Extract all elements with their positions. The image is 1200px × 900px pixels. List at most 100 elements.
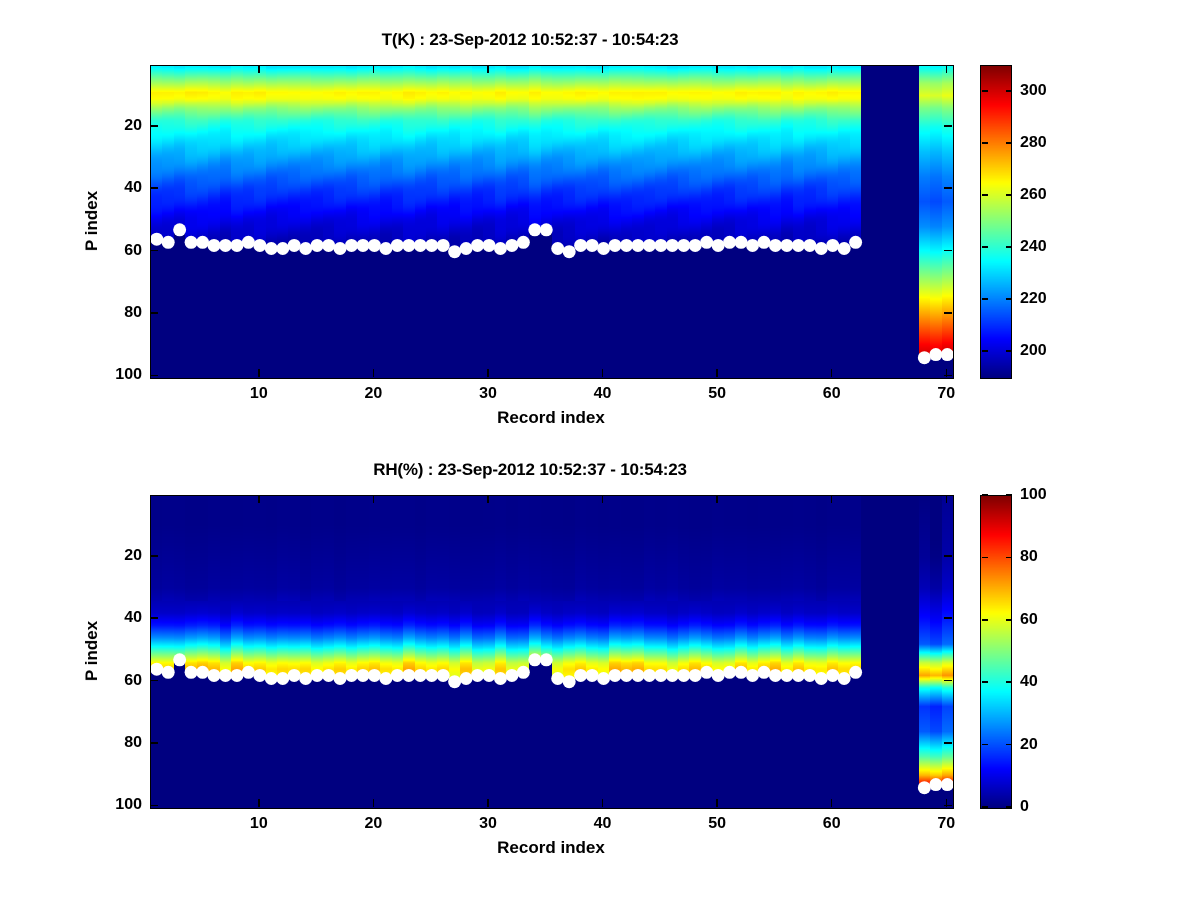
ytick-mark-right	[944, 374, 952, 377]
ytick-label: 20	[124, 546, 142, 564]
colorbar-tick-label: 100	[1020, 486, 1047, 503]
colorbar-tick-mark-right	[1005, 298, 1012, 300]
colorbar-tick-mark-right	[1005, 556, 1012, 559]
axes-humidity	[150, 495, 954, 809]
colorbar-tick-mark-right	[1005, 246, 1012, 248]
xtick-mark	[372, 369, 375, 377]
colorbar-tick-mark-left	[981, 298, 988, 300]
ytick-label: 100	[115, 366, 142, 384]
ytick-mark-right	[944, 679, 952, 682]
panel-temperature: T(K) : 23-Sep-2012 10:52:37 - 10:54:23 2…	[0, 20, 1200, 450]
xtick-mark-top	[716, 495, 718, 503]
ytick-mark	[150, 617, 158, 619]
colorbar-temperature	[980, 65, 1012, 379]
ytick-mark-right	[944, 804, 952, 807]
xtick-label: 10	[249, 815, 268, 832]
colorbar-tick-mark-right	[1005, 806, 1012, 808]
ytick-label: 60	[124, 671, 142, 689]
colorbar-tick-label: 200	[1020, 342, 1047, 359]
ytick-mark	[150, 742, 158, 744]
colorbar-tick-label: 60	[1020, 610, 1038, 628]
xtick-mark	[830, 369, 833, 377]
colorbar-tick-mark-right	[1005, 194, 1012, 196]
colorbar-tick-label: 40	[1020, 673, 1038, 691]
colorbar-tick-mark-right	[1005, 142, 1012, 144]
ytick-mark	[150, 555, 158, 557]
xtick-mark-top	[830, 65, 833, 73]
xtick-mark-top	[258, 495, 260, 503]
colorbar-tick-mark-left	[981, 246, 988, 248]
ytick-mark	[150, 312, 158, 314]
xtick-mark	[601, 369, 604, 377]
colorbar-tick-label: 0	[1020, 798, 1029, 815]
xtick-mark-top	[716, 65, 718, 73]
colorbar-tick-label: 280	[1020, 134, 1047, 151]
colorbar-tick-mark-left	[981, 194, 988, 196]
ytick-label: 60	[124, 241, 142, 259]
colorbar-tick-mark-right	[1005, 494, 1012, 496]
ytick-mark-right	[944, 249, 952, 252]
xaxis-label-temperature: Record index	[497, 408, 605, 427]
colorbar-tick-label: 260	[1020, 186, 1047, 203]
ytick-label: 40	[124, 609, 142, 627]
colorbar-tick-mark-left	[981, 494, 988, 496]
ytick-mark	[150, 679, 158, 682]
xtick-mark-top	[487, 65, 489, 73]
ytick-mark	[150, 804, 158, 807]
panel-title-humidity: RH(%) : 23-Sep-2012 10:52:37 - 10:54:23	[373, 460, 687, 479]
ytick-mark	[150, 187, 158, 189]
colorbar-tick-label: 80	[1020, 548, 1038, 566]
ytick-mark-right	[944, 187, 952, 189]
colorbar-tick-mark-right	[1005, 743, 1012, 746]
colorbar-tick-mark-left	[981, 743, 988, 746]
xtick-mark	[372, 799, 375, 807]
xtick-label: 30	[479, 815, 497, 832]
ytick-mark	[150, 125, 158, 127]
colorbar-gradient-humidity	[981, 496, 1011, 808]
heatmap-humidity	[151, 496, 953, 808]
ytick-label: 100	[115, 796, 142, 814]
ytick-mark-right	[944, 742, 952, 744]
xtick-mark-top	[945, 495, 948, 503]
ytick-label: 80	[124, 734, 142, 752]
colorbar-tick-mark-right	[1005, 619, 1012, 621]
colorbar-humidity	[980, 495, 1012, 809]
yaxis-label-humidity: P index	[82, 620, 101, 682]
colorbar-tick-mark-left	[981, 90, 988, 92]
xaxis-label-humidity: Record index	[497, 838, 605, 857]
colorbar-tick-mark-right	[1005, 681, 1012, 683]
xtick-mark	[716, 799, 718, 807]
xtick-label: 40	[593, 385, 612, 402]
colorbar-tick-label: 300	[1020, 82, 1047, 99]
ytick-mark-right	[944, 125, 952, 127]
xtick-mark	[487, 369, 489, 377]
ytick-mark-right	[944, 617, 952, 619]
panel-humidity: RH(%) : 23-Sep-2012 10:52:37 - 10:54:23 …	[0, 450, 1200, 880]
xtick-label: 70	[937, 385, 956, 402]
xtick-mark	[487, 799, 489, 807]
yaxis-label-temperature: P index	[82, 190, 101, 252]
ytick-label: 20	[124, 116, 142, 134]
colorbar-tick-mark-right	[1005, 90, 1012, 92]
xtick-mark	[601, 799, 604, 807]
xtick-mark	[258, 369, 260, 377]
ytick-mark-right	[944, 555, 952, 557]
xtick-label: 60	[822, 815, 841, 832]
colorbar-tick-mark-left	[981, 806, 988, 808]
panel-title-temperature: T(K) : 23-Sep-2012 10:52:37 - 10:54:23	[381, 30, 679, 49]
heatmap-temperature	[151, 66, 953, 378]
ytick-label: 80	[124, 304, 142, 322]
xtick-mark-top	[830, 495, 833, 503]
ytick-label: 40	[124, 179, 142, 197]
xtick-mark	[830, 799, 833, 807]
colorbar-tick-mark-left	[981, 350, 988, 352]
xtick-label: 50	[708, 815, 727, 832]
xtick-label: 40	[593, 815, 612, 832]
xtick-mark	[258, 799, 260, 807]
xtick-label: 50	[708, 385, 727, 402]
xtick-label: 70	[937, 815, 956, 832]
xtick-label: 30	[479, 385, 497, 402]
ytick-mark	[150, 374, 158, 377]
axes-temperature	[150, 65, 954, 379]
